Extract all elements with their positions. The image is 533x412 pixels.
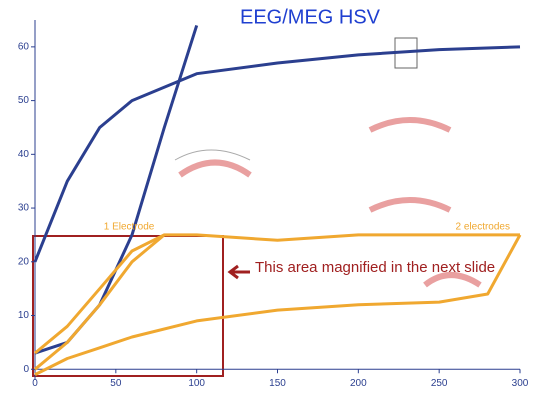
x-tick-label: 150 (269, 378, 286, 389)
line (35, 25, 197, 353)
x-tick-label: 100 (188, 378, 205, 389)
x-tick-label: 300 (512, 378, 529, 389)
series-label: 2 electrodes (456, 222, 510, 233)
y-tick-label: 60 (18, 42, 30, 53)
y-tick-label: 40 (18, 149, 30, 160)
line (35, 235, 520, 375)
y-tick-label: 10 (18, 310, 30, 321)
arrow (230, 266, 250, 278)
x-tick-label: 50 (110, 378, 122, 389)
series-label: 1 Electrode (104, 222, 155, 233)
x-tick-label: 200 (350, 378, 367, 389)
y-tick-label: 50 (18, 95, 30, 106)
x-tick-label: 0 (32, 378, 38, 389)
x-tick-label: 250 (431, 378, 448, 389)
y-tick-label: 20 (18, 256, 30, 267)
y-tick-label: 30 (18, 203, 30, 214)
decor (175, 38, 480, 285)
y-tick-label: 0 (23, 364, 29, 375)
chart: EEG/MEG HSV This area magnified in the n… (0, 0, 533, 412)
chart-title: EEG/MEG HSV (240, 6, 381, 28)
annotation: This area magnified in the next slide (255, 259, 495, 276)
